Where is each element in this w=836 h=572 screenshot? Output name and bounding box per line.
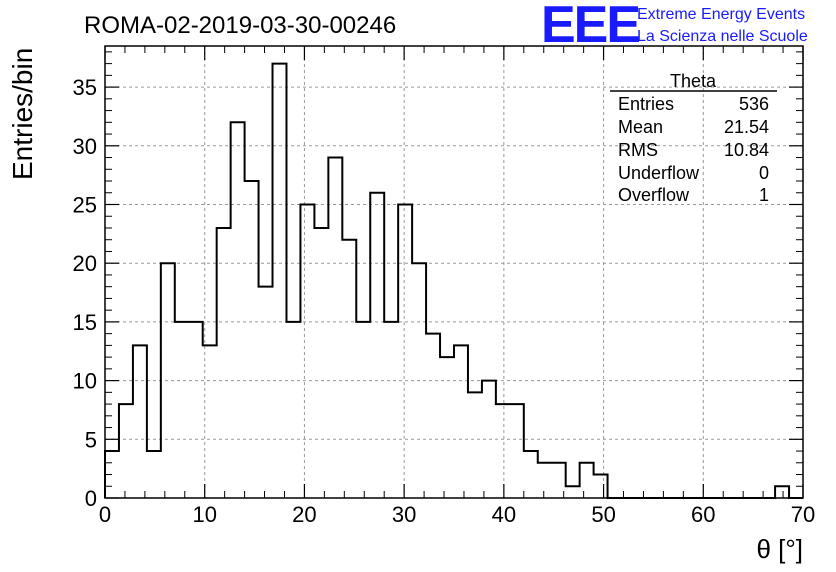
stats-row-value: 21.54 — [724, 117, 769, 137]
y-tick-label: 0 — [85, 486, 97, 511]
grid-lines — [105, 46, 803, 498]
stats-row-value: 1 — [759, 185, 769, 205]
stats-row-value: 536 — [739, 94, 769, 114]
stats-row-value: 10.84 — [724, 140, 769, 160]
x-tick-label: 30 — [392, 502, 416, 527]
plot-title: ROMA-02-2019-03-30-00246 — [84, 12, 396, 39]
stats-row-label: Underflow — [618, 163, 700, 183]
y-tick-label: 20 — [73, 251, 97, 276]
brand-line-1: Extreme Energy Events — [637, 6, 805, 23]
brand-line-2: La Scienza nelle Scuole — [637, 28, 808, 45]
stats-row-label: Mean — [618, 117, 663, 137]
y-tick-label: 5 — [85, 427, 97, 452]
stats-row-label: RMS — [618, 140, 658, 160]
y-tick-label: 10 — [73, 369, 97, 394]
y-tick-label: 25 — [73, 192, 97, 217]
stats-row-value: 0 — [759, 163, 769, 183]
histogram-outline — [104, 62, 803, 499]
x-tick-label: 70 — [791, 502, 815, 527]
stats-row-label: Overflow — [618, 185, 690, 205]
y-axis-title: Entries/bin — [7, 48, 38, 180]
y-tick-label: 35 — [73, 75, 97, 100]
y-tick-labels: 0 5 10 15 20 25 30 35 — [73, 75, 97, 511]
y-tick-label: 30 — [73, 134, 97, 159]
x-tick-label: 60 — [691, 502, 715, 527]
x-tick-label: 50 — [591, 502, 615, 527]
x-axis-title: θ [°] — [756, 534, 803, 564]
y-tick-label: 15 — [73, 310, 97, 335]
axis-ticks — [104, 46, 804, 499]
x-tick-label: 40 — [492, 502, 516, 527]
brand-logo: EEE — [541, 0, 639, 54]
x-tick-label: 20 — [292, 502, 316, 527]
x-tick-label: 10 — [192, 502, 216, 527]
x-tick-label: 0 — [99, 502, 111, 527]
x-tick-labels: 0 10 20 30 40 50 60 70 — [99, 502, 815, 527]
stats-row-label: Entries — [618, 94, 674, 114]
stats-box: Theta Entries 536 Mean 21.54 RMS 10.84 U… — [610, 71, 777, 205]
stats-title: Theta — [670, 71, 717, 91]
plot-frame — [104, 45, 804, 499]
